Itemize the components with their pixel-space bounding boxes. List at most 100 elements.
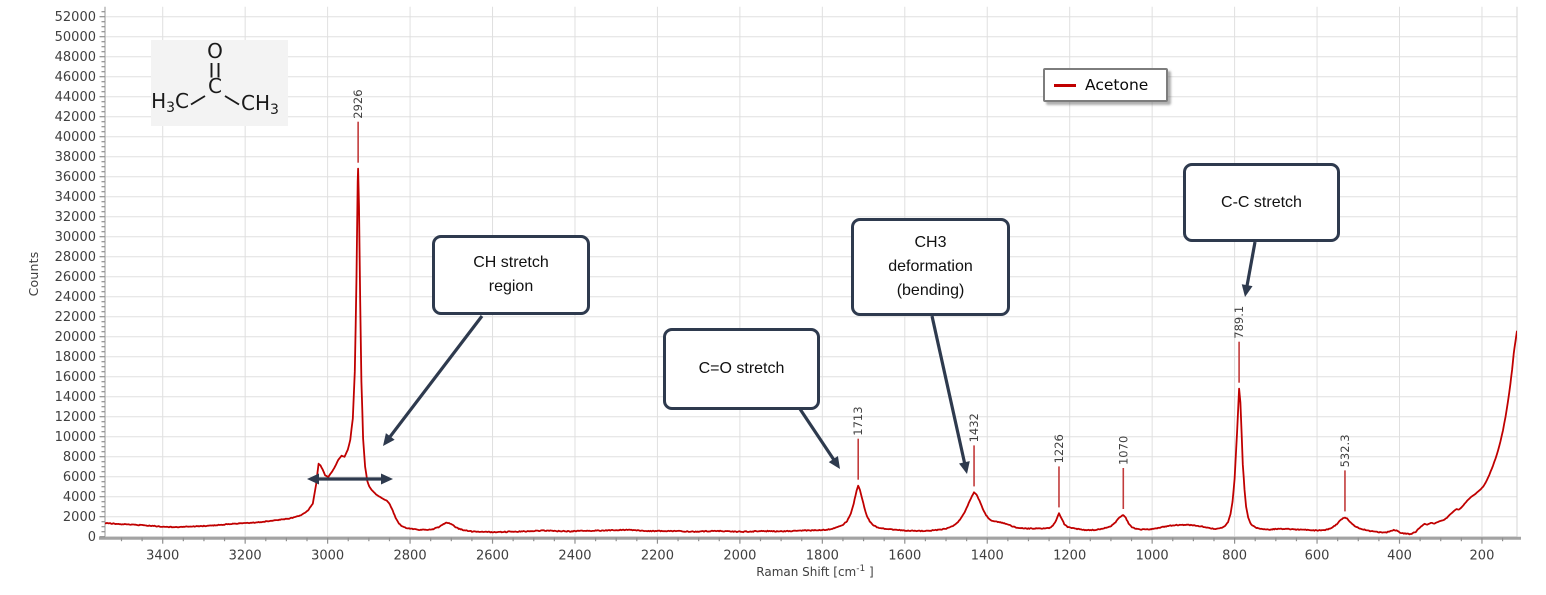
- y-tick-label: 20000: [55, 330, 96, 345]
- arrow-c-c-stretch: [1241, 241, 1257, 297]
- y-tick-label: 0: [88, 530, 96, 545]
- callout-ch3-deformation: CH3 deformation (bending): [851, 218, 1010, 316]
- peak-1070: 1070: [1116, 436, 1130, 509]
- x-axis-title-close: ]: [865, 565, 874, 579]
- x-tick-label: 200: [1470, 549, 1495, 564]
- y-tick-labels: 0 2000 4000 6000 8000 10000 12000 14000 16000 180…: [55, 10, 96, 545]
- x-tick-label: 400: [1387, 549, 1412, 564]
- atom-oxygen: O: [207, 39, 223, 63]
- arrow-head: [383, 433, 395, 446]
- ch-stretch-range-arrow: [307, 473, 393, 485]
- axis-ticks: [99, 11, 1504, 544]
- y-tick-label: 10000: [55, 430, 96, 445]
- y-tick-label: 40000: [55, 130, 96, 145]
- y-axis-title-text: Counts: [26, 251, 41, 297]
- arrow-head: [959, 461, 970, 474]
- x-tick-labels: 3400 3200 3000 2800 2600 2400 2200 2000 1800 1600…: [146, 549, 1494, 564]
- arrow-shaft: [387, 315, 484, 440]
- structure-background: [151, 40, 288, 126]
- peak-532.3: 532.3: [1338, 434, 1352, 512]
- y-tick-label: 8000: [63, 450, 96, 465]
- y-tick-label: 34000: [55, 190, 96, 205]
- y-tick-label: 22000: [55, 310, 96, 325]
- callout-line: deformation: [888, 258, 973, 275]
- x-tick-label: 1200: [1053, 549, 1086, 564]
- x-tick-label: 1800: [806, 549, 839, 564]
- acetone-spectrum-line: [105, 167, 1517, 536]
- single-bond: [190, 95, 206, 106]
- peak-2926: 2926: [351, 89, 365, 163]
- y-tick-label: 6000: [63, 470, 96, 485]
- arrow-head: [1241, 284, 1253, 297]
- y-tick-label: 26000: [55, 270, 96, 285]
- callout-line: C=O stretch: [698, 360, 785, 377]
- y-tick-label: 18000: [55, 350, 96, 365]
- x-axis-title-sup: -1: [856, 564, 866, 574]
- peak-value-label: 2926: [351, 89, 365, 118]
- y-tick-label: 46000: [55, 70, 96, 85]
- arrow-ch-stretch: [383, 315, 484, 446]
- arrow-shaft: [798, 408, 837, 463]
- peak-789.1: 789.1: [1232, 306, 1246, 383]
- arrow-head: [307, 473, 319, 485]
- peak-value-label: 1713: [851, 406, 865, 435]
- y-tick-label: 12000: [55, 410, 96, 425]
- group-ch3: CH3: [241, 91, 279, 118]
- peak-value-label: 1226: [1052, 434, 1066, 463]
- atom-carbon: C: [208, 74, 222, 98]
- x-axis-title: Raman Shift [cm-1 ]: [735, 564, 895, 579]
- peak-value-label: 789.1: [1232, 306, 1246, 339]
- callout-c-o-stretch: C=O stretch: [663, 328, 820, 410]
- x-tick-label: 600: [1305, 549, 1330, 564]
- peak-1226: 1226: [1052, 434, 1066, 508]
- y-tick-label: 36000: [55, 170, 96, 185]
- group-h3c: H3C: [151, 89, 189, 116]
- x-tick-label: 2000: [723, 549, 756, 564]
- legend-line-sample: [1054, 83, 1076, 87]
- y-tick-label: 4000: [63, 490, 96, 505]
- y-tick-label: 28000: [55, 250, 96, 265]
- x-tick-label: 800: [1222, 549, 1247, 564]
- y-axis-title: Counts: [26, 234, 41, 314]
- arrow-shaft: [930, 315, 967, 466]
- acetone-structure: OC H3C CH3: [151, 39, 288, 126]
- y-tick-label: 2000: [63, 510, 96, 525]
- y-tick-label: 48000: [55, 50, 96, 65]
- y-tick-label: 38000: [55, 150, 96, 165]
- y-tick-label: 16000: [55, 370, 96, 385]
- callout-line: CH3: [914, 234, 947, 251]
- y-tick-label: 14000: [55, 390, 96, 405]
- peak-1432: 1432: [967, 413, 981, 487]
- y-tick-label: 52000: [55, 10, 96, 25]
- y-tick-label: 32000: [55, 210, 96, 225]
- peak-value-label: 1432: [967, 413, 981, 442]
- arrow-shaft: [1245, 241, 1257, 289]
- arrow-head: [381, 473, 393, 485]
- gridlines: [105, 6, 1517, 538]
- arrow-head: [828, 455, 840, 469]
- arrow-c-o-stretch: [798, 408, 840, 469]
- x-tick-label: 2400: [558, 549, 591, 564]
- x-tick-label: 2800: [394, 549, 427, 564]
- callout-c-c-stretch: C-C stretch: [1183, 163, 1340, 242]
- x-tick-label: 3200: [229, 549, 262, 564]
- callout-line: (bending): [896, 282, 965, 299]
- x-tick-label: 1600: [888, 549, 921, 564]
- callout-ch-stretch-region: CH stretch region: [432, 235, 590, 315]
- y-tick-label: 24000: [55, 290, 96, 305]
- x-axis-title-text: Raman Shift [cm: [756, 565, 857, 579]
- y-tick-label: 42000: [55, 110, 96, 125]
- callout-line: region: [488, 278, 534, 295]
- peak-1713: 1713: [851, 406, 865, 480]
- x-tick-label: 2600: [476, 549, 509, 564]
- y-tick-label: 30000: [55, 230, 96, 245]
- callout-line: CH stretch: [473, 254, 549, 271]
- x-tick-label: 1400: [971, 549, 1004, 564]
- peak-value-label: 532.3: [1338, 434, 1352, 467]
- x-tick-label: 1000: [1136, 549, 1169, 564]
- arrow-ch3-deform: [930, 315, 970, 474]
- x-tick-label: 3000: [311, 549, 344, 564]
- peak-value-label: 1070: [1116, 436, 1130, 465]
